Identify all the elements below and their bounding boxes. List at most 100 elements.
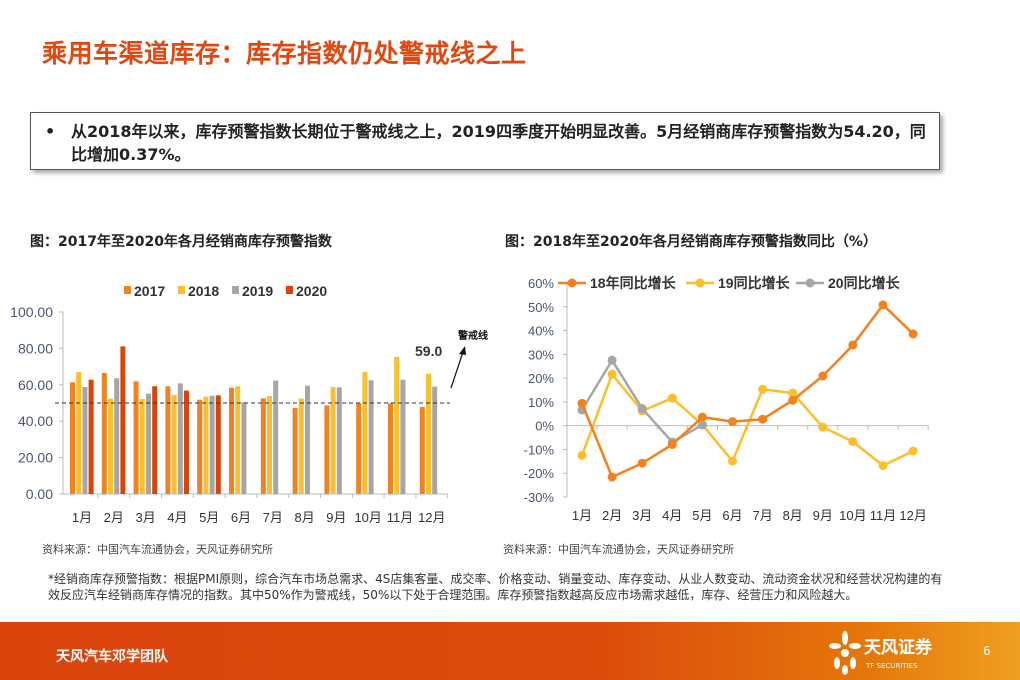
legend-label: 2018 — [188, 283, 219, 299]
legend-marker-20同比增长 — [805, 278, 815, 288]
bar-2018-3月 — [139, 398, 145, 494]
x-tick-label: 7月 — [752, 508, 772, 523]
y-tick-label: 0.00 — [26, 486, 53, 502]
y-tick-label: 0% — [535, 419, 554, 434]
team-name: 天风汽车邓学团队 — [56, 649, 168, 665]
bar-2019-10月 — [368, 380, 374, 494]
x-tick-label: 5月 — [692, 508, 712, 523]
bar-2020-1月 — [88, 379, 94, 494]
x-tick-label: 6月 — [231, 510, 251, 525]
data-point-18年同比增长 — [848, 340, 858, 350]
data-point-19同比增长 — [818, 422, 828, 432]
bar-2020-3月 — [152, 386, 158, 494]
bar-chart-title: 图：2017年至2020年各月经销商库存预警指数 — [30, 234, 332, 250]
footer-bar: 天风汽车邓学团队 天风证券 TF SECURITIES 6 — [0, 622, 1020, 680]
x-tick-label: 8月 — [294, 510, 314, 525]
x-tick-label: 8月 — [783, 508, 803, 523]
legend-label: 2020 — [296, 283, 327, 299]
bar-2020-4月 — [184, 390, 189, 494]
y-tick-label: 40.00 — [18, 413, 53, 429]
bar-2019-11月 — [400, 379, 406, 494]
data-point-19同比增长 — [908, 446, 918, 456]
bar-2019-5月 — [209, 395, 215, 494]
bar-2020-2月 — [120, 346, 126, 494]
legend-marker-18年同比增长 — [567, 278, 577, 288]
legend-swatch-2018 — [178, 286, 185, 294]
line-source: 资料来源：中国汽车流通协会，天风证券研究所 — [503, 543, 734, 556]
bar-2017-3月 — [133, 381, 139, 494]
bar-2017-7月 — [260, 398, 266, 494]
x-tick-label: 9月 — [326, 510, 346, 525]
x-tick-label: 5月 — [199, 510, 219, 525]
x-tick-label: 4月 — [167, 510, 187, 525]
bar-2017-1月 — [70, 382, 75, 494]
x-tick-label: 7月 — [263, 510, 283, 525]
y-tick-label: -30% — [524, 490, 555, 505]
y-tick-label: 60.00 — [18, 377, 53, 393]
legend-label: 2019 — [242, 283, 273, 299]
y-tick-label: 50% — [528, 300, 554, 315]
data-point-18年同比增长 — [637, 458, 647, 468]
line-chart: -30% -20% -10% 0% 10% 20% 30% 40% 50% 60% 1月 2月 3月 4月… — [524, 275, 929, 523]
data-point-18年同比增长 — [728, 417, 737, 427]
summary-box: • 从2018年以来，库存预警指数长期位于警戒线之上，2019四季度开始明显改善… — [30, 112, 940, 170]
data-point-19同比增长 — [607, 369, 617, 379]
bar-2019-8月 — [305, 385, 310, 494]
y-tick-label: 10% — [528, 395, 554, 410]
bar-2018-9月 — [330, 386, 336, 494]
x-tick-label: 11月 — [870, 508, 897, 523]
series-line-19同比增长 — [580, 371, 914, 468]
legend-swatch-2017 — [124, 286, 131, 294]
legend-label: 20同比增长 — [828, 275, 901, 291]
arrow-line — [450, 351, 464, 389]
bar-2017-6月 — [229, 387, 234, 494]
bar-2019-12月 — [432, 386, 438, 494]
data-point-18年同比增长 — [818, 371, 828, 381]
bar-2017-12月 — [419, 407, 425, 494]
bar-2018-7月 — [267, 396, 272, 494]
x-tick-label: 10月 — [354, 510, 381, 525]
x-tick-label: 12月 — [899, 508, 926, 523]
y-tick-label: -20% — [524, 466, 555, 481]
y-tick-label: -10% — [524, 442, 555, 457]
x-tick-label: 11月 — [387, 510, 414, 525]
bar-source: 资料来源：中国汽车流通协会，天风证券研究所 — [42, 543, 273, 556]
series-line-18年同比增长 — [580, 302, 914, 479]
legend-label: 2017 — [134, 283, 165, 299]
data-point-18年同比增长 — [788, 395, 798, 405]
bar-2019-4月 — [177, 383, 183, 494]
annotation-label: 59.0 — [415, 343, 442, 359]
bar-2019-2月 — [114, 378, 120, 494]
bar-2017-8月 — [292, 407, 298, 494]
data-point-19同比增长 — [758, 384, 768, 394]
y-tick-label: 20.00 — [18, 450, 53, 466]
data-point-18年同比增长 — [607, 472, 617, 482]
bar-2018-10月 — [362, 372, 368, 494]
x-tick-label: 4月 — [662, 508, 682, 523]
y-tick-label: 60% — [528, 276, 554, 291]
x-tick-label: 1月 — [572, 508, 592, 523]
y-tick-label: 80.00 — [18, 340, 53, 356]
x-tick-label: 10月 — [839, 508, 866, 523]
bar-2020-5月 — [215, 395, 221, 494]
data-point-18年同比增长 — [697, 412, 707, 422]
bar-2017-5月 — [197, 399, 203, 494]
bar-2017-2月 — [101, 372, 107, 494]
data-point-19同比增长 — [848, 437, 858, 447]
bar-2019-1月 — [82, 386, 88, 494]
y-tick-label: 20% — [528, 371, 554, 386]
page-number: 6 — [983, 644, 991, 658]
data-point-19同比增长 — [788, 388, 798, 398]
x-tick-label: 3月 — [135, 510, 155, 525]
bar-2017-9月 — [324, 405, 330, 494]
legend-label: 19同比增长 — [718, 275, 791, 291]
legend-swatch-2019 — [232, 286, 239, 294]
data-point-20同比增长 — [607, 355, 617, 365]
logo-text: 天风证券 — [864, 638, 932, 658]
arrow-head-icon — [459, 346, 466, 355]
bar-2018-2月 — [108, 398, 113, 494]
bar-2017-4月 — [165, 386, 171, 494]
series-line-20同比增长 — [580, 357, 704, 444]
bar-2018-11月 — [394, 356, 400, 494]
data-point-19同比增长 — [878, 461, 888, 471]
